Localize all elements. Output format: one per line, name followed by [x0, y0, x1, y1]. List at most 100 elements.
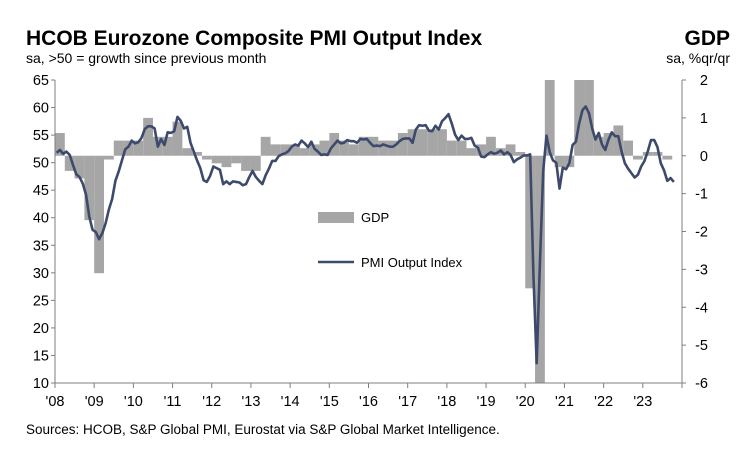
gdp-bar-2014Q1 — [290, 144, 300, 156]
gdp-bar-2010Q4 — [162, 136, 173, 156]
left-tick-label: 40 — [33, 211, 49, 227]
x-tick-label: '09 — [85, 394, 104, 410]
gdp-bar-2011Q3 — [192, 151, 202, 156]
x-tick-label: '22 — [594, 394, 613, 410]
pmi-line — [55, 105, 675, 365]
left-tick-label: 20 — [33, 321, 49, 337]
gdp-bar-2017Q4 — [437, 129, 447, 156]
gdp-bar-2017Q2 — [417, 129, 428, 156]
x-tick-label: '23 — [633, 394, 652, 410]
gdp-bar-2013Q3 — [270, 144, 281, 156]
right-tick-label: -4 — [695, 300, 708, 316]
gdp-bar-2008Q4 — [84, 155, 95, 221]
left-tick-label: 50 — [33, 156, 49, 172]
gdp-bar-2011Q1 — [172, 121, 183, 156]
x-tick-label: '17 — [398, 394, 417, 410]
x-tick-label: '20 — [516, 394, 535, 410]
left-tick-label: 65 — [33, 73, 49, 89]
gdp-bar-2019Q3 — [505, 144, 516, 156]
right-tick-label: 0 — [700, 149, 708, 165]
right-tick-label: -1 — [695, 187, 708, 203]
gdp-bar-2018Q1 — [446, 140, 457, 156]
x-tick-label: '16 — [359, 394, 378, 410]
gdp-bar-2020Q4 — [554, 155, 565, 168]
gdp-bar-2021Q4 — [593, 136, 604, 156]
left-tick-label: 35 — [33, 238, 49, 254]
gdp-bar-2009Q3 — [113, 140, 124, 156]
gdp-bar-2015Q2 — [339, 140, 349, 156]
gdp-bar-2014Q4 — [319, 140, 330, 156]
gdp-bar-2015Q3 — [348, 144, 359, 156]
x-tick-label: '14 — [281, 394, 300, 410]
gdp-bar-2015Q4 — [358, 136, 369, 156]
right-tick-label: -5 — [695, 338, 708, 354]
gdp-bar-2016Q2 — [378, 140, 389, 156]
right-tick-label: -2 — [695, 225, 708, 241]
gdp-bar-2017Q3 — [427, 129, 438, 156]
x-tick-label: '11 — [164, 394, 182, 410]
gdp-bar-2009Q1 — [94, 155, 104, 274]
gdp-bar-2019Q4 — [515, 151, 526, 156]
right-axis-ticks: -6 -5 -4 -3 -2 -1 0 1 2 — [682, 73, 708, 392]
x-tick-label: '18 — [437, 394, 456, 410]
right-tick-label: 1 — [700, 111, 708, 127]
gdp-bar-2008Q1 — [55, 133, 65, 156]
legend-gdp-swatch — [318, 212, 354, 223]
gdp-bar-2023Q3 — [662, 155, 673, 160]
gdp-bar-2012Q3 — [231, 155, 242, 164]
gdp-bar-2008Q2 — [64, 155, 75, 171]
gdp-bar-2018Q4 — [476, 144, 487, 156]
gdp-bar-2022Q3 — [623, 140, 634, 156]
gdp-bar-2021Q2 — [574, 80, 585, 156]
gdp-bar-2011Q2 — [182, 148, 193, 156]
gdp-bar-2013Q1 — [250, 155, 261, 171]
gdp-bar-2016Q4 — [397, 133, 408, 156]
left-tick-label: 45 — [33, 183, 49, 199]
right-tick-label: -6 — [695, 376, 708, 392]
source-note: Sources: HCOB, S&P Global PMI, Eurostat … — [26, 422, 500, 437]
x-tick-label: '12 — [202, 394, 221, 410]
right-axis-title: GDP — [684, 27, 730, 50]
right-axis-subtitle: sa, %qr/qr — [666, 50, 730, 66]
legend-gdp-label: GDP — [361, 210, 389, 225]
gdp-bar-2010Q1 — [133, 140, 144, 156]
x-tick-label: '08 — [46, 394, 65, 410]
left-tick-label: 10 — [33, 376, 49, 392]
x-tick-label: '19 — [477, 394, 496, 410]
left-tick-label: 60 — [33, 101, 49, 117]
left-tick-label: 55 — [33, 128, 49, 144]
right-tick-label: -3 — [695, 262, 708, 278]
gdp-bar-2020Q3 — [544, 80, 555, 156]
x-tick-label: '10 — [124, 394, 143, 410]
chart-subtitle: sa, >50 = growth since previous month — [26, 50, 266, 66]
gdp-bar-2022Q1 — [603, 133, 614, 156]
legend-pmi-label: PMI Output Index — [361, 255, 463, 270]
gdp-bar-2013Q2 — [260, 136, 271, 156]
gdp-bar-2020Q1 — [525, 155, 536, 289]
gdp-bar-2012Q2 — [221, 155, 232, 168]
right-tick-label: 2 — [700, 73, 708, 89]
gdp-bar-2016Q3 — [388, 140, 398, 156]
left-axis-ticks: 10 15 20 25 30 35 40 45 50 55 60 65 — [33, 73, 55, 392]
gdp-bar-2010Q2 — [143, 117, 153, 156]
gdp-bar-2018Q2 — [456, 140, 467, 156]
gdp-bar-2023Q2 — [652, 151, 663, 156]
gdp-bar-2018Q3 — [466, 148, 477, 156]
gdp-bar-2022Q4 — [633, 155, 643, 160]
gdp-bar-2012Q1 — [211, 155, 222, 164]
gdp-bar-2008Q3 — [74, 155, 85, 179]
gdp-bar-2019Q1 — [486, 136, 496, 156]
gdp-bar-2009Q2 — [103, 155, 114, 160]
left-tick-label: 30 — [33, 266, 49, 282]
x-tick-label: '21 — [555, 394, 574, 410]
gdp-bar-2012Q4 — [241, 155, 251, 171]
chart-title: HCOB Eurozone Composite PMI Output Index — [26, 27, 482, 50]
left-tick-label: 25 — [33, 293, 49, 309]
left-tick-label: 15 — [33, 348, 49, 364]
x-tick-label: '13 — [241, 394, 260, 410]
gdp-bar-2013Q4 — [280, 144, 291, 156]
x-tick-label: '15 — [320, 394, 339, 410]
gdp-bar-2014Q2 — [299, 148, 310, 156]
gdp-bar-2011Q4 — [201, 155, 212, 160]
